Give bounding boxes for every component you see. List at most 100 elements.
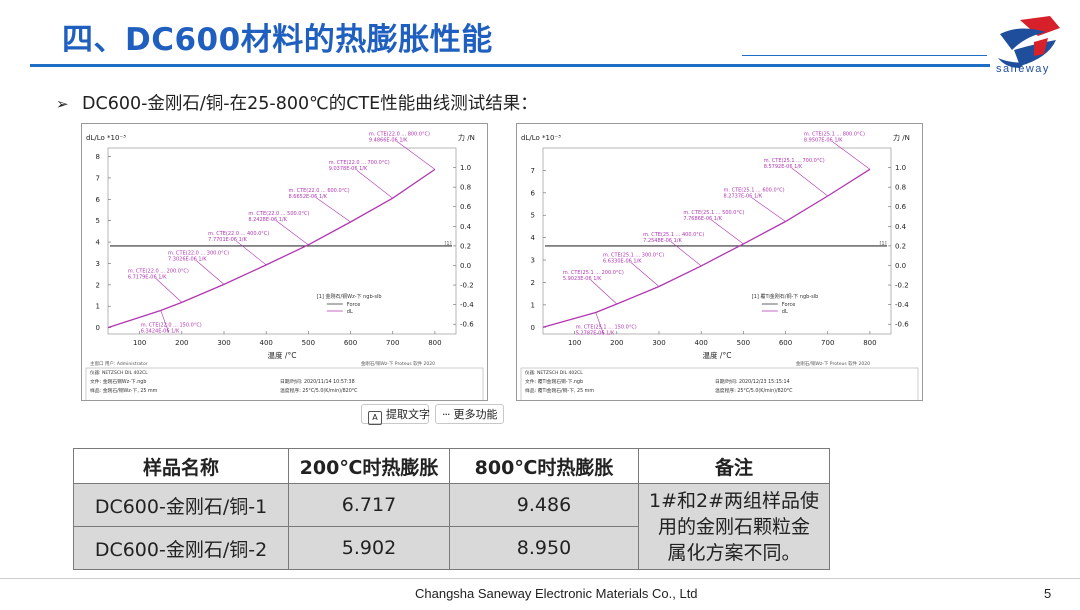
annotation-leader	[831, 141, 871, 170]
sample-name-cell: DC600-金刚石/铜-1	[73, 483, 289, 527]
extract-text-label: 提取文字	[386, 408, 430, 421]
y-tick-label: 4	[96, 239, 101, 247]
footer-company: Changsha Saneway Electronic Materials Co…	[415, 586, 698, 601]
annotation-leader	[195, 260, 225, 285]
x-tick-label: 300	[652, 339, 665, 347]
cte-annotation-value: 8.6652E-06 1/K	[289, 194, 328, 200]
legend-force-label: Force	[347, 302, 361, 308]
y2-tick-label: -0.4	[895, 301, 909, 309]
y2-tick-label: 0.0	[460, 262, 471, 270]
annotation-leader	[160, 310, 170, 333]
chart-svg: dL/Lo *10⁻³ 力 /N 温度 /°C 100 200 300 400 500 600 7…	[85, 131, 484, 400]
force-series-marker: [1]	[444, 241, 451, 247]
legend-force-label: Force	[782, 302, 796, 308]
cte-chart-2: dL/Lo *10⁻³ 力 /N 温度 /°C 100 200 300 400 500 600 7…	[516, 123, 923, 401]
sample-name-cell: DC600-金刚石/铜-2	[73, 526, 289, 570]
saneway-logo-icon	[998, 16, 1060, 68]
slide-title: 四、DC600材料的热膨胀性能	[62, 22, 493, 58]
y2-tick-label: 0.0	[895, 262, 906, 270]
y2-tick-label: 0.2	[895, 242, 906, 250]
annotation-leader	[356, 170, 393, 199]
x-tick-label: 100	[133, 339, 146, 347]
title-rule	[30, 64, 990, 67]
annotation-leader	[276, 220, 309, 246]
y-tick-label: 6	[531, 189, 536, 197]
y-tick-label: 2	[531, 279, 535, 287]
bullet-label: DC600-金刚石/铜-在25-800℃的CTE性能曲线测试结果：	[82, 94, 538, 114]
y-tick-label: 3	[531, 257, 535, 265]
page-number: 5	[1044, 586, 1052, 601]
y2-axis-label: 力 /N	[893, 133, 910, 142]
annotation-leader	[590, 279, 618, 305]
annotation-leader	[711, 219, 744, 245]
cte-annotation-value: 9.4866E-06 1/K	[369, 137, 408, 143]
extract-text-button[interactable]: A 提取文字	[361, 404, 430, 425]
cte-annotation-label: m. CTE(25.1 ... 300.0°C)	[603, 252, 664, 258]
cte-annotation-label: m. CTE(22.0 ... 800.0°C)	[369, 131, 430, 137]
y2-axis-label: 力 /N	[458, 133, 475, 142]
cte-annotation-label: m. CTE(22.0 ... 150.0°C)	[141, 322, 202, 328]
info-line: 样品: 金刚石/铜Wz-下, 25 mm	[90, 387, 158, 394]
y-tick-label: 2	[96, 281, 100, 289]
annotation-leader	[791, 167, 828, 197]
more-features-label: 更多功能	[453, 408, 498, 421]
cte-annotation-value: 5.2787E-06 1/K	[576, 330, 615, 336]
x-tick-label: 700	[821, 339, 834, 347]
y-tick-label: 0	[96, 324, 100, 332]
x-tick-label: 500	[302, 339, 315, 347]
x-tick-label: 200	[175, 339, 188, 347]
x-tick-label: 600	[779, 339, 792, 347]
force-series-marker: [1]	[879, 241, 886, 247]
legend-dl-label: dL	[782, 309, 788, 315]
cte-annotation-label: m. CTE(25.1 ... 800.0°C)	[804, 131, 865, 137]
cte-annotation-value: 6.7179E-06 1/K	[128, 274, 167, 280]
cte-annotation-value: 7.7686E-06 1/K	[683, 216, 722, 222]
x-tick-label: 300	[217, 339, 230, 347]
x-tick-label: 700	[386, 339, 399, 347]
info-block	[520, 367, 919, 400]
value-800c-cell: 8.950	[449, 526, 639, 570]
note-cell: 1#和2#两组样品使 用的金刚石颗粒金 属化方案不同。	[638, 483, 830, 570]
info-line: 文件: 金刚石铜Wz-下.ngb	[90, 378, 146, 385]
info-line: 文件: 覆Ti金刚石铜-下.ngb	[525, 378, 583, 385]
cte-annotation-value: 8.2428E-06 1/K	[248, 217, 287, 223]
y-tick-label: 7	[96, 174, 100, 182]
y-axis-label: dL/Lo *10⁻³	[521, 134, 561, 142]
cte-annotation-label: m. CTE(22.0 ... 700.0°C)	[329, 160, 390, 166]
info-block	[85, 367, 484, 400]
plot-frame	[107, 147, 457, 335]
y-tick-label: 3	[96, 260, 100, 268]
y-tick-label: 8	[96, 153, 100, 161]
bullet-text: ➢ DC600-金刚石/铜-在25-800℃的CTE性能曲线测试结果：	[56, 90, 538, 115]
y2-tick-label: 0.6	[460, 203, 472, 211]
table-header-row: 样品名称 200℃时热膨胀 800℃时热膨胀 备注	[73, 448, 830, 484]
y-tick-label: 0	[531, 324, 535, 332]
results-table: 样品名称 200℃时热膨胀 800℃时热膨胀 备注 DC600-金刚石/铜-1 …	[73, 448, 830, 570]
legend-dl-label: dL	[347, 309, 353, 315]
y-tick-label: 4	[531, 234, 536, 242]
more-features-button[interactable]: ··· 更多功能	[435, 404, 504, 424]
x-tick-label: 600	[344, 339, 357, 347]
cte-annotation-label: m. CTE(22.0 ... 600.0°C)	[289, 188, 350, 194]
annotation-leader	[396, 141, 436, 170]
annotation-leader	[751, 197, 786, 222]
header-note: 备注	[638, 448, 830, 484]
x-tick-label: 800	[863, 339, 876, 347]
header-sample-name: 样品名称	[73, 448, 289, 484]
cte-annotation-value: 6.3424E-06 1/K	[141, 328, 180, 334]
info-header: 仪器: NETZSCH DIL 402CL	[90, 370, 148, 376]
x-tick-label: 100	[568, 339, 581, 347]
y2-tick-label: -0.2	[460, 282, 474, 290]
chart-svg: dL/Lo *10⁻³ 力 /N 温度 /°C 100 200 300 400 500 600 7…	[520, 131, 919, 400]
x-axis-label: 温度 /°C	[703, 350, 732, 360]
x-tick-label: 800	[428, 339, 441, 347]
y2-tick-label: -0.6	[460, 321, 474, 329]
y2-tick-label: -0.4	[460, 301, 474, 309]
y-tick-label: 6	[96, 196, 101, 204]
more-dots-icon: ···	[442, 408, 450, 421]
cte-annotation-label: m. CTE(22.0 ... 500.0°C)	[248, 211, 309, 217]
y2-tick-label: 0.4	[460, 223, 472, 231]
y2-tick-label: 1.0	[460, 164, 471, 172]
y-axis-label: dL/Lo *10⁻³	[86, 134, 126, 142]
dl-series-line	[542, 168, 871, 328]
